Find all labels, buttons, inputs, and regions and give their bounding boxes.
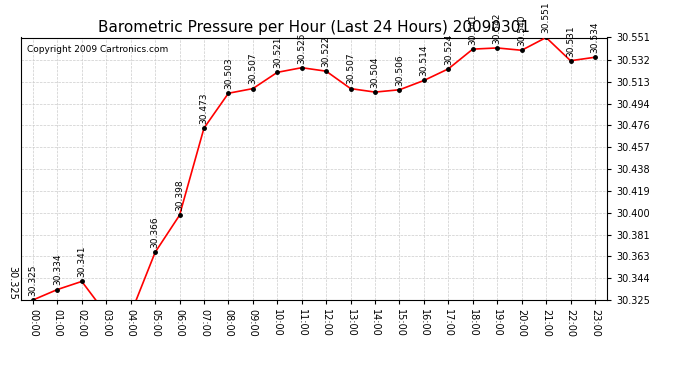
Text: 30.540: 30.540: [518, 15, 526, 46]
Title: Barometric Pressure per Hour (Last 24 Hours) 20090301: Barometric Pressure per Hour (Last 24 Ho…: [98, 20, 530, 35]
Text: 30.473: 30.473: [199, 92, 208, 124]
Text: 30.398: 30.398: [175, 179, 184, 211]
Text: 30.541: 30.541: [469, 13, 477, 45]
Text: 30.514: 30.514: [420, 45, 428, 76]
Text: Copyright 2009 Cartronics.com: Copyright 2009 Cartronics.com: [26, 45, 168, 54]
Text: 30.506: 30.506: [395, 54, 404, 86]
Text: 30.525: 30.525: [297, 32, 306, 63]
Text: 30.542: 30.542: [493, 12, 502, 44]
Text: 30.507: 30.507: [346, 53, 355, 84]
Text: 30.334: 30.334: [53, 254, 62, 285]
Text: 30.504: 30.504: [371, 56, 380, 88]
Text: 30.534: 30.534: [591, 22, 600, 53]
Text: 30.366: 30.366: [150, 217, 159, 248]
Text: 30.325: 30.325: [28, 264, 37, 296]
Text: 30.341: 30.341: [77, 246, 86, 277]
Text: 30.313: 30.313: [0, 374, 1, 375]
Text: 30.551: 30.551: [542, 2, 551, 33]
Text: 30.313: 30.313: [0, 374, 1, 375]
Text: 30.507: 30.507: [248, 53, 257, 84]
Text: 30.325: 30.325: [8, 266, 18, 300]
Text: 30.503: 30.503: [224, 57, 233, 89]
Text: 30.524: 30.524: [444, 33, 453, 65]
Text: 30.521: 30.521: [273, 37, 282, 68]
Text: 30.522: 30.522: [322, 36, 331, 67]
Text: 30.531: 30.531: [566, 25, 575, 57]
